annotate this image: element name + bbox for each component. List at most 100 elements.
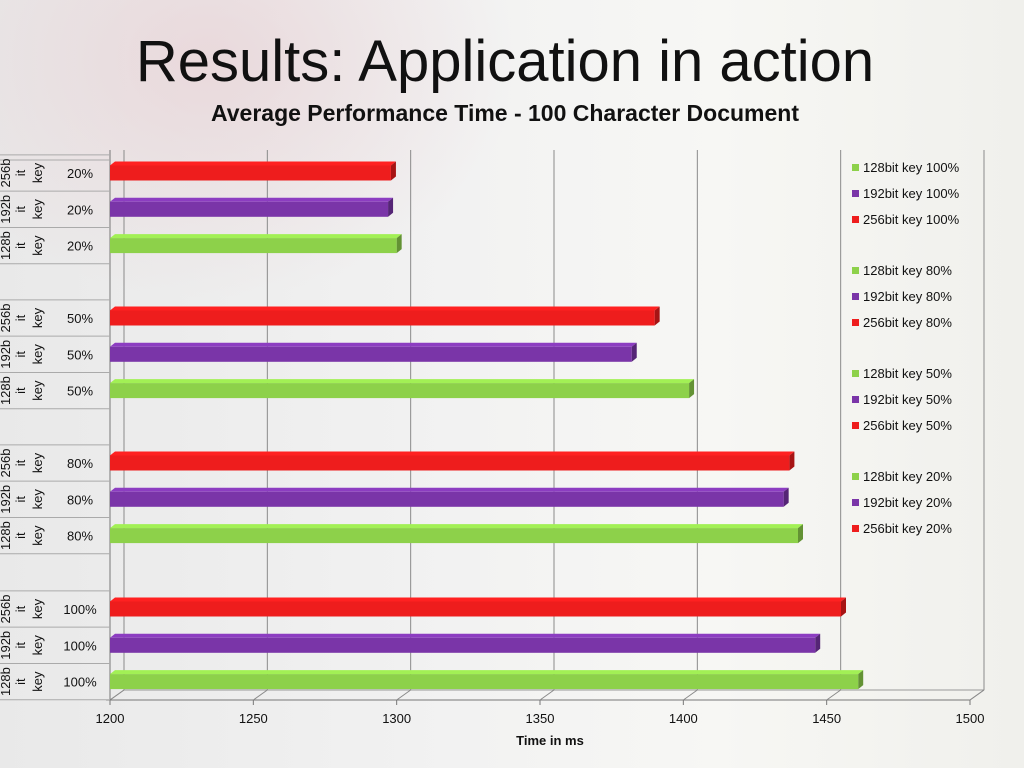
bar-128bit-50% (110, 383, 690, 399)
legend-item: 192bit key 100% (852, 184, 959, 202)
x-tick-label: 1300 (382, 711, 411, 726)
legend-label: 256bit key 100% (863, 211, 960, 227)
bar-top-face (110, 342, 637, 347)
category-label-percent: 50% (67, 311, 93, 326)
category-label-key: key (30, 489, 45, 510)
x-tick-label: 1200 (96, 711, 125, 726)
category-label-key: 128b (0, 231, 13, 260)
bar-192bit-50% (110, 346, 632, 362)
gridline-floor (539, 689, 555, 701)
category-label-key: key (30, 380, 45, 401)
bar-side-face (858, 670, 864, 690)
bar-top-face (110, 234, 402, 239)
legend-item: 256bit key 50% (852, 416, 952, 434)
legend-swatch (852, 421, 859, 429)
category-label-percent: 20% (67, 166, 93, 181)
bar-128bit-20% (110, 238, 397, 254)
category-label-key: 192b (0, 195, 13, 224)
slide-title: Results: Application in action (135, 29, 875, 94)
category-label-key: 128b (0, 376, 13, 405)
bar-256bit-100% (110, 601, 841, 617)
category-label-key: it (13, 206, 28, 213)
category-label-key: it (13, 314, 28, 321)
plot-back-top (110, 138, 984, 150)
category-label-percent: 50% (67, 347, 93, 362)
legend-label: 192bit key 50% (863, 391, 952, 407)
legend-label: 192bit key 100% (863, 185, 960, 201)
legend-swatch (852, 163, 859, 171)
gridline-floor (826, 689, 841, 701)
bar-top-face (110, 379, 695, 384)
category-label-key: 128b (0, 521, 13, 550)
category-label-key: it (13, 496, 28, 503)
gridline-floor (683, 689, 698, 701)
x-tick-label: 1250 (239, 711, 268, 726)
category-label-percent: 80% (67, 492, 93, 507)
category-label-key: key (30, 235, 45, 256)
legend-swatch (852, 369, 859, 377)
legend-swatch (852, 498, 859, 506)
category-label-key: it (13, 678, 28, 685)
category-label-percent: 80% (67, 529, 93, 544)
category-label-key: 192b (0, 340, 13, 369)
x-tick-label: 1350 (526, 711, 555, 726)
legend-swatch (852, 266, 859, 274)
category-label-key: 256b (0, 159, 13, 188)
bar-top-face (110, 487, 789, 492)
gridline-floor (396, 689, 411, 701)
legend-label: 128bit key 20% (863, 468, 952, 484)
bar-top-face (110, 197, 394, 202)
bar-side-face (841, 597, 846, 617)
category-label-key: key (30, 598, 45, 619)
category-label-key: key (30, 162, 45, 183)
bar-192bit-80% (110, 491, 784, 507)
bar-128bit-100% (110, 674, 859, 690)
category-label-key: key (30, 452, 45, 473)
legend-label: 192bit key 80% (863, 288, 952, 304)
bar-side-face (631, 342, 637, 362)
bar-256bit-80% (110, 455, 790, 471)
category-label-key: it (13, 605, 28, 612)
category-label-key: it (13, 642, 28, 649)
legend-swatch (852, 524, 859, 532)
category-label-key: key (30, 525, 45, 546)
category-label-key: it (13, 242, 28, 249)
legend-swatch (852, 472, 859, 480)
bar-side-face (390, 161, 396, 181)
category-label-percent: 100% (63, 675, 97, 690)
category-label-key: it (13, 459, 28, 466)
legend-item: 128bit key 80% (852, 261, 952, 279)
category-label-percent: 80% (67, 456, 93, 471)
bar-top-face (110, 451, 795, 456)
chart-title: Average Performance Time - 100 Character… (210, 100, 800, 126)
bar-side-face (789, 451, 795, 471)
legend-item: 128bit key 50% (852, 364, 952, 382)
x-axis-title: Time in ms (516, 733, 584, 748)
gridline-floor (109, 689, 125, 701)
category-label-percent: 100% (63, 638, 97, 653)
category-label-key: it (13, 532, 28, 539)
legend-label: 128bit key 80% (863, 262, 952, 278)
bar-side-face (689, 379, 695, 399)
legend-item: 256bit key 20% (852, 519, 952, 537)
category-label-key: it (13, 169, 28, 176)
bar-side-face (783, 487, 789, 507)
x-tick-label: 1450 (812, 711, 841, 726)
bar-top-face (110, 161, 396, 166)
legend-label: 256bit key 80% (863, 314, 952, 330)
category-label-key: 256b (0, 304, 13, 333)
category-label-percent: 100% (63, 602, 97, 617)
bar-192bit-20% (110, 201, 389, 217)
bar-top-face (110, 633, 821, 638)
bar-top-face (110, 597, 846, 602)
category-label-key: key (30, 199, 45, 220)
category-label-percent: 20% (67, 202, 93, 217)
category-label-key: 192b (0, 485, 13, 514)
legend-swatch (852, 395, 859, 403)
legend-label: 256bit key 50% (863, 417, 952, 433)
legend-label: 256bit key 20% (863, 520, 952, 536)
legend-item: 192bit key 80% (852, 287, 952, 305)
legend-label: 128bit key 50% (863, 365, 952, 381)
category-label-percent: 50% (67, 384, 93, 399)
